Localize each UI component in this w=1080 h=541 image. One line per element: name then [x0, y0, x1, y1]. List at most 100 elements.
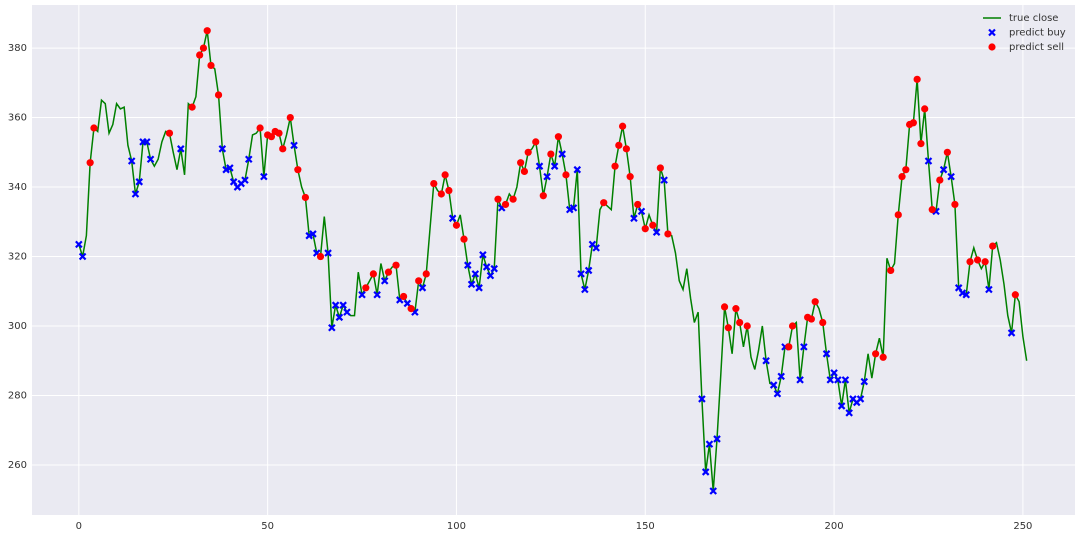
buy-marker	[822, 350, 831, 358]
sell-marker	[509, 195, 517, 203]
buy-marker	[584, 266, 593, 275]
sell-marker	[736, 318, 744, 327]
sell-marker	[203, 27, 211, 35]
buy-marker	[569, 204, 578, 212]
sell-marker	[196, 51, 204, 59]
sell-marker	[441, 171, 449, 179]
buy-marker	[475, 284, 483, 292]
marker-group	[75, 138, 1016, 495]
legend-swatch	[988, 43, 996, 51]
sell-marker	[501, 200, 510, 209]
sell-marker	[879, 353, 887, 361]
sell-marker	[437, 190, 445, 198]
sell-marker	[275, 129, 283, 137]
x-tick-label: 100	[447, 521, 466, 532]
buy-marker	[856, 395, 865, 403]
sell-marker	[286, 113, 294, 122]
buy-marker	[343, 308, 351, 316]
buy-marker	[324, 249, 332, 257]
plot-area	[32, 5, 1075, 515]
buy-marker	[577, 270, 585, 278]
sell-marker	[524, 148, 532, 156]
buy-marker	[800, 343, 808, 351]
buy-marker	[146, 155, 155, 164]
sell-marker	[615, 141, 623, 149]
sell-marker	[520, 167, 529, 176]
sell-marker	[909, 119, 917, 127]
sell-marker	[807, 315, 816, 323]
buy-marker	[701, 468, 710, 476]
sell-marker	[989, 242, 997, 250]
sell-marker	[966, 258, 974, 266]
sell-marker	[460, 235, 468, 243]
buy-marker	[464, 261, 472, 269]
sell-marker	[600, 199, 608, 207]
buy-marker	[947, 172, 955, 181]
buy-marker	[486, 271, 495, 280]
buy-marker	[773, 389, 782, 398]
sell-marker	[622, 145, 630, 153]
buy-marker	[558, 150, 566, 158]
sell-marker	[422, 270, 430, 278]
sell-marker	[913, 75, 921, 83]
sell-marker	[547, 150, 555, 158]
buy-marker	[550, 162, 559, 170]
sell-marker	[316, 252, 325, 261]
sell-marker	[539, 192, 547, 200]
sell-marker	[626, 173, 634, 181]
x-tick-label: 250	[1013, 521, 1032, 532]
buy-marker	[418, 284, 427, 292]
buy-marker	[652, 228, 661, 236]
sell-marker	[724, 324, 732, 332]
buy-marker	[962, 290, 971, 299]
sell-marker	[301, 193, 310, 202]
y-tick-label: 360	[8, 113, 27, 124]
buy-marker	[358, 290, 366, 299]
sell-marker	[973, 256, 982, 264]
buy-marker	[75, 240, 83, 249]
sell-marker	[562, 171, 570, 179]
sell-marker	[188, 103, 196, 111]
sell-marker	[936, 176, 944, 184]
buy-marker	[826, 376, 835, 384]
sell-marker	[554, 133, 563, 141]
sell-marker	[732, 305, 740, 313]
sell-marker	[294, 166, 302, 174]
buy-marker	[479, 251, 487, 259]
sell-marker	[207, 61, 215, 70]
buy-marker	[331, 301, 340, 309]
marker-group	[86, 27, 1019, 361]
y-tick-label: 340	[8, 182, 27, 193]
sell-marker	[199, 44, 208, 52]
buy-marker	[135, 178, 144, 186]
sell-marker	[279, 145, 287, 153]
buy-marker	[637, 207, 646, 216]
buy-marker	[1007, 329, 1016, 337]
legend-label: predict buy	[1009, 28, 1066, 39]
buy-marker	[630, 214, 638, 223]
sell-marker	[788, 322, 797, 330]
legend-label: true close	[1009, 13, 1058, 24]
sell-marker	[664, 230, 672, 238]
sell-marker	[720, 303, 729, 311]
buy-marker	[837, 402, 846, 410]
buy-marker	[713, 435, 721, 443]
buy-marker	[127, 157, 136, 165]
sell-marker	[362, 284, 370, 292]
sell-marker	[634, 200, 642, 209]
sell-marker	[532, 138, 540, 146]
buy-marker	[448, 214, 457, 223]
buy-marker	[143, 138, 151, 146]
sell-marker	[898, 173, 906, 181]
legend-label: predict sell	[1009, 42, 1064, 53]
buy-marker	[796, 376, 804, 384]
sell-marker	[1011, 291, 1019, 299]
x-tick-label: 0	[76, 521, 82, 532]
y-tick-label: 280	[8, 390, 27, 401]
buy-marker	[592, 244, 600, 252]
buy-marker	[777, 372, 785, 381]
x-tick-label: 150	[636, 521, 655, 532]
sell-marker	[649, 221, 657, 229]
sell-marker	[819, 318, 827, 327]
